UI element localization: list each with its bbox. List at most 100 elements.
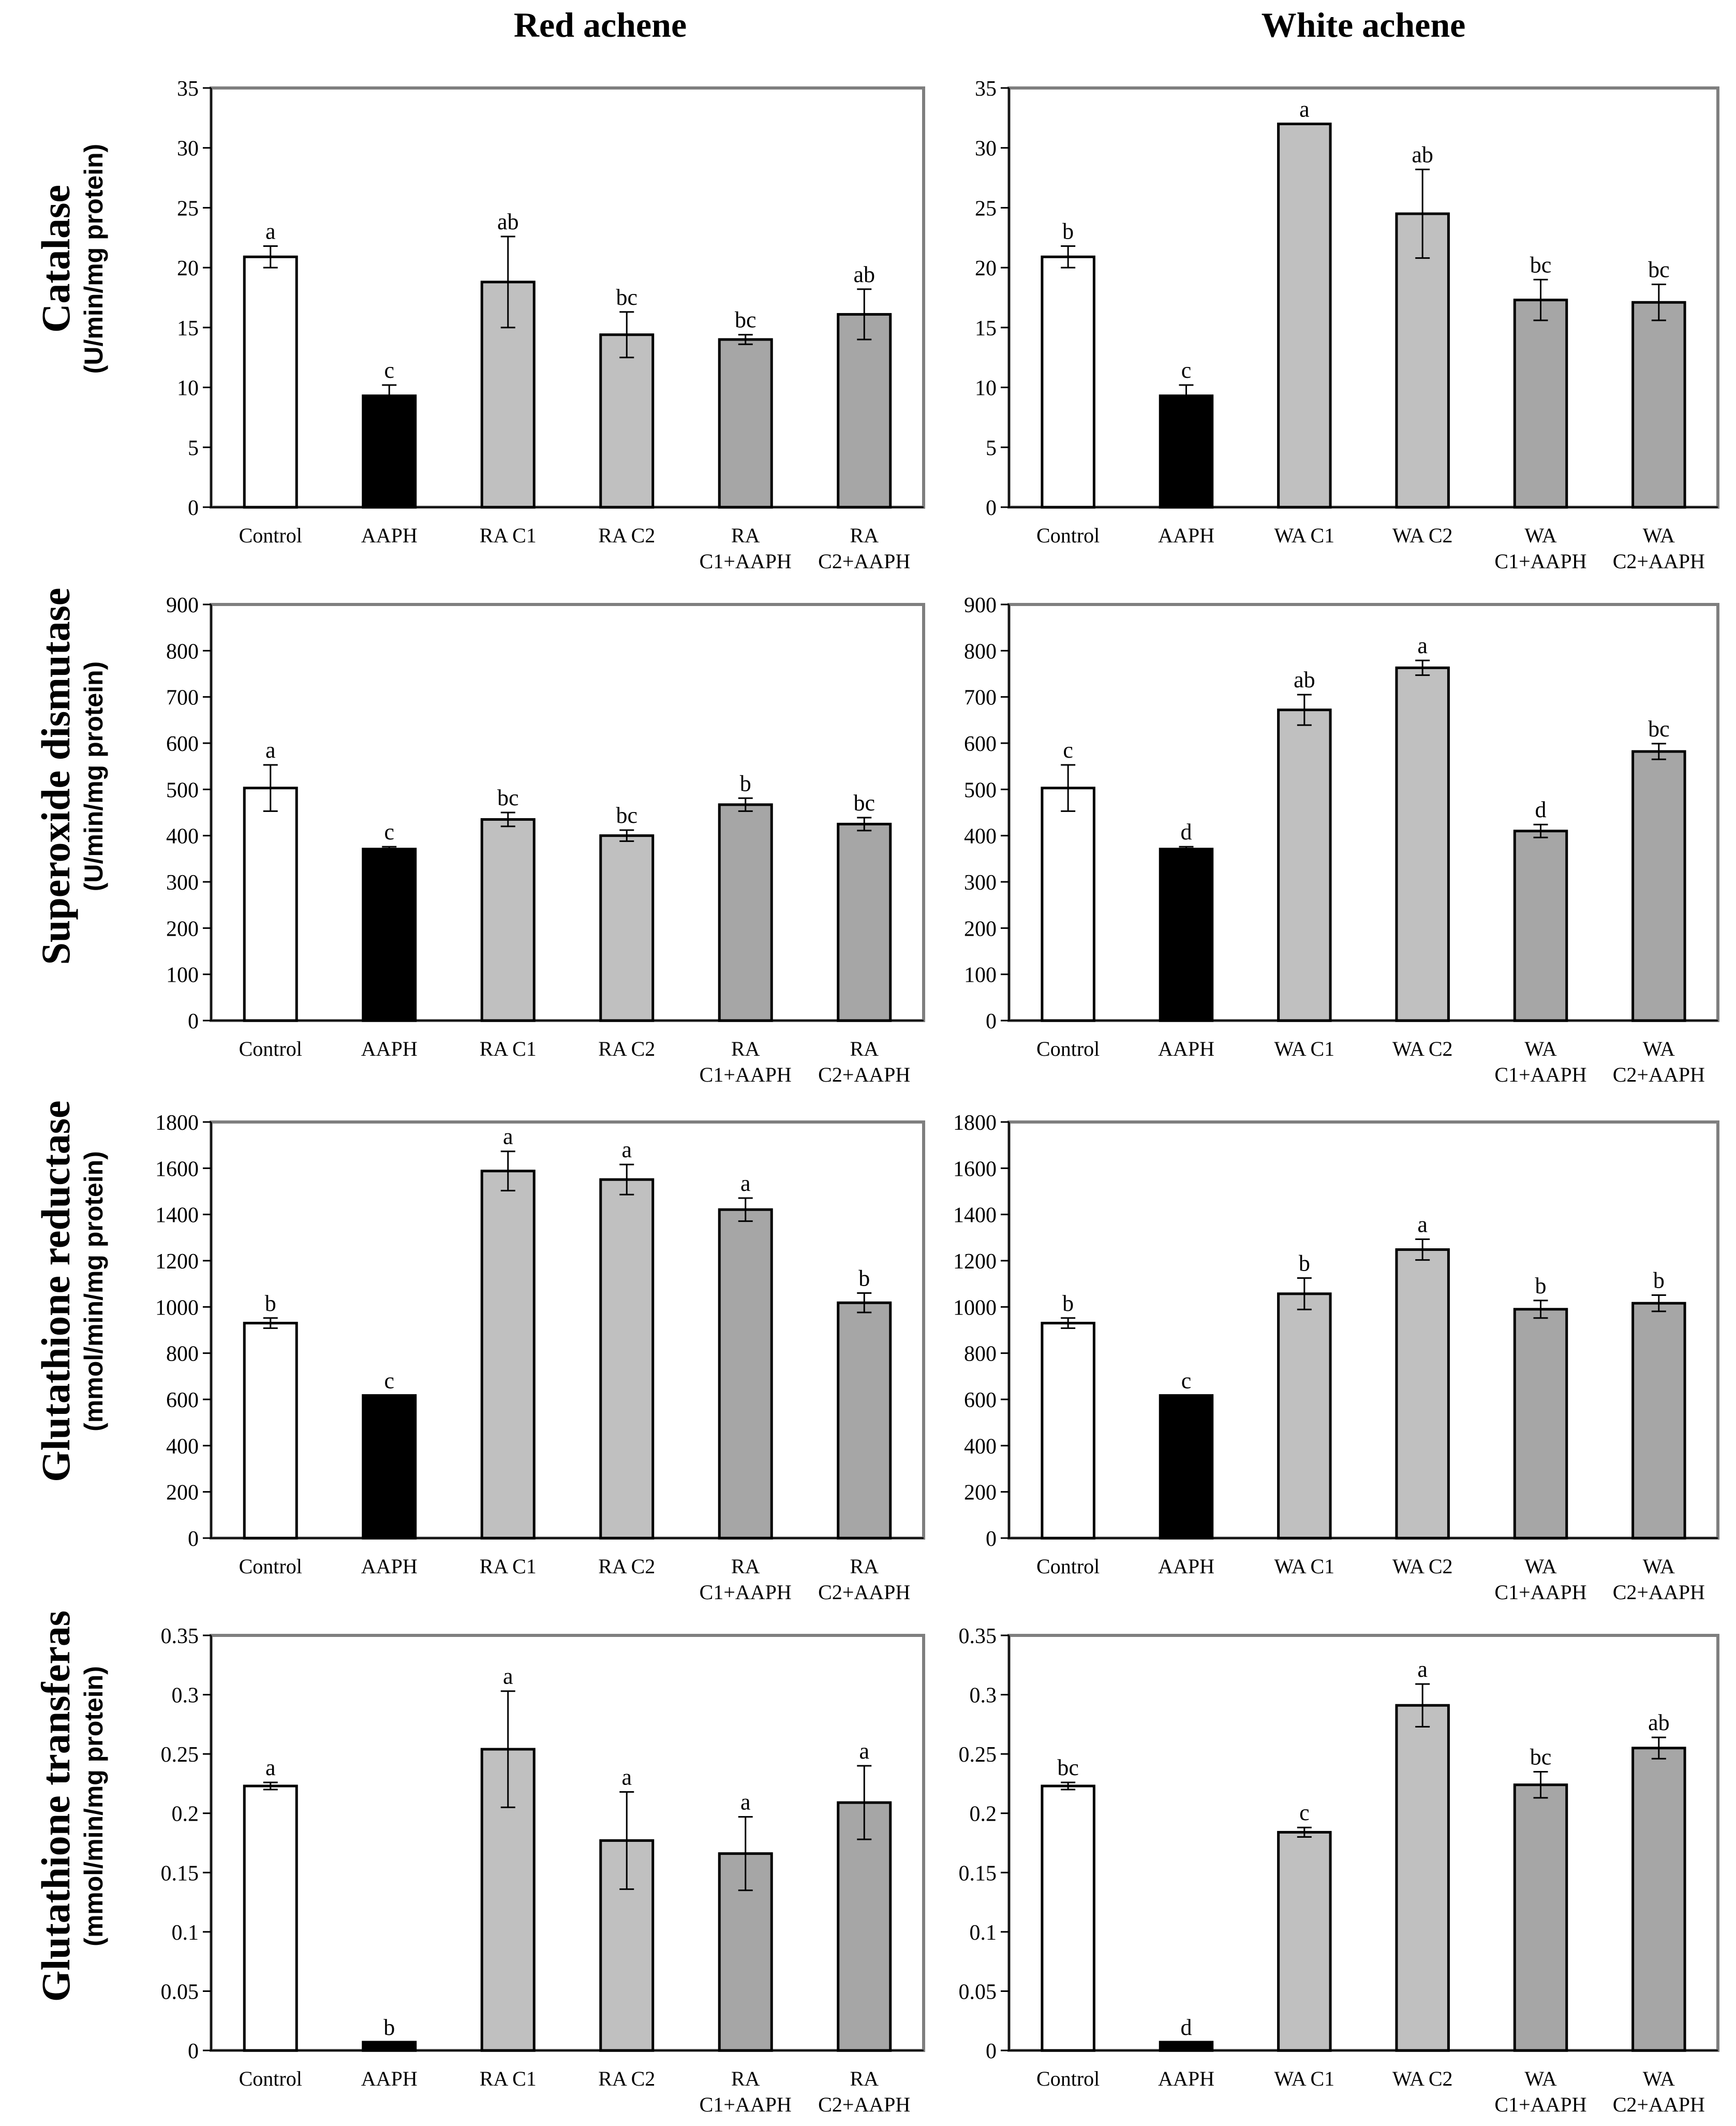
y-tick-label: 600	[166, 732, 199, 756]
y-tick-label: 800	[964, 1342, 997, 1366]
category-label-c1-aaph: RA	[731, 2067, 760, 2090]
category-label-control: Control	[1036, 2067, 1100, 2090]
y-tick-label: 35	[177, 77, 199, 101]
y-tick-label: 0	[986, 1527, 997, 1551]
category-label-c2: RA C2	[598, 524, 655, 547]
y-tick-label: 400	[964, 825, 997, 849]
significance-letter-c1-aaph: a	[740, 1171, 751, 1196]
category-label-c2-aaph: C2+AAPH	[818, 550, 910, 573]
significance-letter-c1-aaph: bc	[1530, 252, 1552, 277]
y-tick-label: 0.1	[172, 1921, 199, 1945]
significance-letter-control: b	[1062, 1291, 1074, 1316]
category-label-c1-aaph: C1+AAPH	[700, 1581, 792, 1604]
y-tick-label: 200	[964, 1481, 997, 1505]
category-label-c2-aaph: RA	[850, 1555, 879, 1578]
significance-letter-c2: a	[1417, 1657, 1428, 1682]
significance-letter-c2: ab	[1412, 142, 1433, 167]
category-label-aaph: AAPH	[1158, 1555, 1214, 1578]
significance-letter-c1: bc	[497, 785, 519, 810]
bar-c1	[1277, 122, 1332, 509]
significance-letter-control: b	[265, 1291, 276, 1316]
category-label-c2: RA C2	[598, 2067, 655, 2090]
significance-letter-c1-aaph: b	[1535, 1273, 1547, 1298]
y-tick-label: 1400	[155, 1204, 199, 1228]
y-tick-label: 0.3	[970, 1684, 997, 1708]
significance-letter-c2-aaph: ab	[1648, 1710, 1670, 1735]
y-tick-label: 0.05	[161, 1980, 199, 2004]
category-label-c2: WA C2	[1392, 524, 1453, 547]
bar-control	[243, 255, 298, 509]
y-tick-label: 10	[177, 377, 199, 401]
category-label-control: Control	[1036, 1555, 1100, 1578]
category-label-c2-aaph: WA	[1643, 2067, 1675, 2090]
y-tick-label: 600	[964, 732, 997, 756]
y-tick-label: 0.15	[161, 1862, 199, 1885]
category-label-c1: RA C1	[480, 1555, 537, 1578]
y-tick-label: 200	[166, 1481, 199, 1505]
y-tick-label: 0	[188, 2040, 199, 2063]
y-tick-label: 600	[964, 1389, 997, 1412]
category-label-c1-aaph: C1+AAPH	[1494, 550, 1586, 573]
y-tick-label: 0	[986, 2040, 997, 2063]
bar-control	[1041, 787, 1095, 1022]
bar-c2	[599, 1178, 655, 1540]
bar-aaph	[1159, 2041, 1214, 2052]
category-label-c2-aaph: RA	[850, 1037, 879, 1060]
bar-control	[243, 1784, 298, 2052]
bar-c2	[1395, 1248, 1450, 1540]
significance-letter-control: a	[265, 737, 276, 763]
category-label-c1: WA C1	[1274, 524, 1334, 547]
significance-letter-c1-aaph: bc	[1530, 1745, 1552, 1770]
bar-aaph	[1159, 1394, 1214, 1540]
y-tick-label: 900	[964, 594, 997, 617]
category-label-c2-aaph: RA	[850, 2067, 879, 2090]
y-tick-label: 900	[166, 594, 199, 617]
category-label-c1-aaph: WA	[1524, 1037, 1556, 1060]
y-tick-label: 400	[964, 1435, 997, 1458]
significance-letter-c2: a	[1417, 633, 1428, 658]
category-label-c1-aaph: C1+AAPH	[700, 2093, 792, 2116]
category-label-c2-aaph: WA	[1643, 1555, 1675, 1578]
significance-letter-c1: a	[503, 1664, 513, 1689]
category-label-c1-aaph: RA	[731, 1037, 760, 1060]
y-tick-label: 0.15	[959, 1862, 997, 1885]
significance-letter-c2-aaph: b	[1653, 1268, 1665, 1293]
category-label-c1-aaph: RA	[731, 1555, 760, 1578]
category-label-control: Control	[1036, 524, 1100, 547]
significance-letter-c1-aaph: d	[1535, 797, 1547, 822]
y-tick-label: 1800	[953, 1111, 997, 1135]
bar-control	[243, 787, 298, 1022]
y-tick-label: 0	[188, 1527, 199, 1551]
significance-letter-c1: a	[503, 1124, 513, 1149]
significance-letter-control: bc	[1057, 1755, 1079, 1780]
significance-letter-c2-aaph: b	[858, 1266, 870, 1291]
category-label-c1-aaph: C1+AAPH	[1494, 1063, 1586, 1086]
significance-letter-c2: bc	[616, 803, 637, 828]
bar-c2-aaph	[1631, 750, 1686, 1022]
category-label-c2: RA C2	[598, 1555, 655, 1578]
significance-letter-c1: a	[1299, 96, 1310, 122]
category-label-aaph: AAPH	[361, 1037, 418, 1060]
significance-letter-c1: ab	[497, 209, 519, 234]
category-label-c1: WA C1	[1274, 1037, 1334, 1060]
bar-control	[1041, 1322, 1095, 1540]
bar-c2-aaph	[837, 822, 892, 1022]
category-label-c2-aaph: C2+AAPH	[818, 1581, 910, 1604]
bar-c2-aaph	[1631, 1747, 1686, 2052]
y-tick-label: 1000	[953, 1296, 997, 1320]
category-label-c1-aaph: WA	[1524, 524, 1556, 547]
y-tick-label: 0.35	[161, 1625, 199, 1648]
y-tick-label: 600	[166, 1389, 199, 1412]
bar-aaph	[1159, 848, 1214, 1022]
significance-letter-control: c	[1063, 737, 1073, 763]
y-tick-label: 0	[188, 1010, 199, 1034]
y-tick-label: 0	[188, 496, 199, 520]
bar-aaph	[362, 1394, 417, 1540]
significance-letter-c2-aaph: bc	[1648, 716, 1670, 742]
significance-letter-aaph: c	[384, 819, 394, 845]
category-label-aaph: AAPH	[1158, 2067, 1214, 2090]
y-tick-label: 10	[975, 377, 997, 401]
y-tick-label: 0.3	[172, 1684, 199, 1708]
y-tick-label: 300	[964, 871, 997, 895]
